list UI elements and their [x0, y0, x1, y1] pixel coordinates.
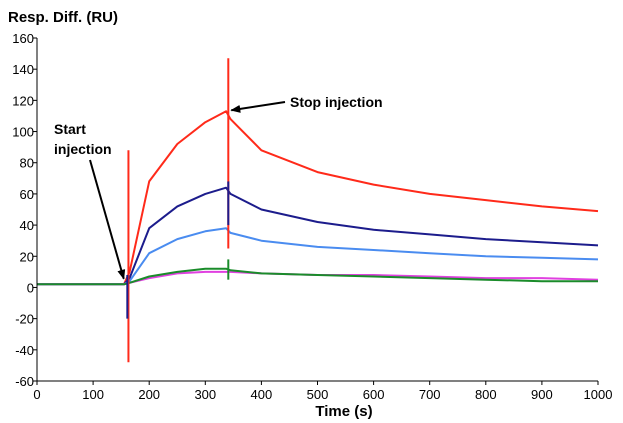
series-line-3 — [37, 227, 599, 286]
series-line-1 — [37, 110, 599, 286]
series-line-5 — [37, 267, 598, 286]
axes: 0 100 200 300 400 500 600 700 800 900 1000-60-40-2… — [12, 31, 612, 402]
series-layer — [37, 110, 599, 286]
x-tick-label: 500 — [307, 387, 329, 402]
series-line-2 — [37, 186, 599, 286]
y-tick-label: 160 — [12, 31, 34, 46]
x-tick-label: 600 — [363, 387, 385, 402]
series-line-4 — [37, 270, 599, 286]
x-axis-title: Time (s) — [315, 403, 372, 420]
x-tick-label: 0 — [33, 387, 40, 402]
y-tick-label: -20 — [15, 312, 34, 327]
x-tick-label: 100 — [82, 387, 104, 402]
y-tick-label: 80 — [20, 156, 34, 171]
injection-spikes — [126, 58, 230, 363]
x-tick-label: 700 — [419, 387, 441, 402]
y-tick-label: 20 — [20, 249, 34, 264]
annotations: Start injection Stop injection — [54, 94, 383, 280]
y-tick-label: 40 — [20, 218, 34, 233]
start-injection-label: Start injection — [54, 121, 112, 157]
x-tick-label: 800 — [475, 387, 497, 402]
y-tick-label: 60 — [20, 187, 34, 202]
x-tick-label: 900 — [531, 387, 553, 402]
x-tick-label: 300 — [194, 387, 216, 402]
y-tick-label: 0 — [27, 280, 34, 295]
x-tick-label: 400 — [251, 387, 273, 402]
y-tick-label: 140 — [12, 62, 34, 77]
y-tick-label: -40 — [15, 343, 34, 358]
y-axis-title: Resp. Diff. (RU) — [8, 9, 118, 26]
x-tick-label: 200 — [138, 387, 160, 402]
y-tick-label: 120 — [12, 93, 34, 108]
y-tick-label: 100 — [12, 125, 34, 140]
stop-injection-label: Stop injection — [290, 94, 383, 110]
y-tick-label: -60 — [15, 374, 34, 389]
start-injection-arrow — [89, 159, 126, 280]
x-tick-label: 1000 — [584, 387, 613, 402]
stop-injection-arrow — [230, 101, 286, 113]
